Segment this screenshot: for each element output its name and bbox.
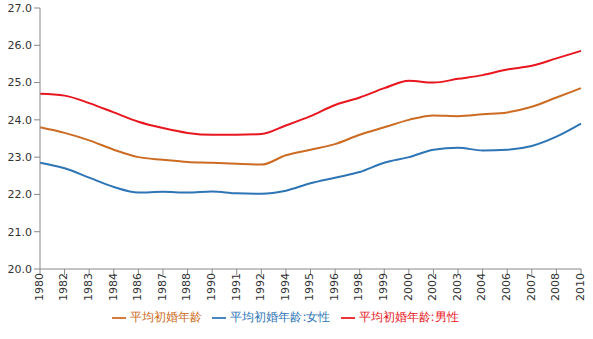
svg-text:1995: 1995 xyxy=(303,273,316,301)
svg-text:1980: 1980 xyxy=(33,273,46,301)
svg-text:1987: 1987 xyxy=(156,273,169,301)
svg-text:25.0: 25.0 xyxy=(8,76,33,89)
svg-text:1984: 1984 xyxy=(107,273,120,301)
svg-text:1986: 1986 xyxy=(131,273,144,301)
svg-text:2000: 2000 xyxy=(402,273,415,301)
svg-text:2002: 2002 xyxy=(426,273,439,301)
svg-text:23.0: 23.0 xyxy=(8,151,33,164)
svg-text:1999: 1999 xyxy=(377,273,390,301)
svg-text:21.0: 21.0 xyxy=(8,226,33,239)
svg-text:1992: 1992 xyxy=(254,273,267,301)
svg-text:1990: 1990 xyxy=(205,273,218,301)
svg-text:1994: 1994 xyxy=(279,273,292,301)
svg-text:1996: 1996 xyxy=(328,273,341,301)
svg-text:2008: 2008 xyxy=(549,273,562,301)
svg-text:2010: 2010 xyxy=(574,273,587,301)
svg-text:24.0: 24.0 xyxy=(8,114,33,127)
svg-text:2006: 2006 xyxy=(500,273,513,301)
svg-text:2007: 2007 xyxy=(525,273,538,301)
svg-text:1982: 1982 xyxy=(57,273,70,301)
svg-text:26.0: 26.0 xyxy=(8,39,33,52)
svg-text:1991: 1991 xyxy=(230,273,243,301)
svg-text:20.0: 20.0 xyxy=(8,263,33,276)
svg-text:27.0: 27.0 xyxy=(8,2,33,15)
svg-text:1988: 1988 xyxy=(180,273,193,301)
html-text:平均初婚年龄: 平均初婚年龄 xyxy=(130,310,203,324)
svg-text:1983: 1983 xyxy=(82,273,95,301)
html-text:平均初婚年龄:男性: 平均初婚年龄:男性 xyxy=(358,310,459,324)
svg-text:22.0: 22.0 xyxy=(8,188,33,201)
html-text:平均初婚年龄:女性: 平均初婚年龄:女性 xyxy=(230,310,331,324)
svg-text:2003: 2003 xyxy=(451,273,464,301)
svg-text:1998: 1998 xyxy=(352,273,365,301)
svg-text:2004: 2004 xyxy=(475,273,488,301)
